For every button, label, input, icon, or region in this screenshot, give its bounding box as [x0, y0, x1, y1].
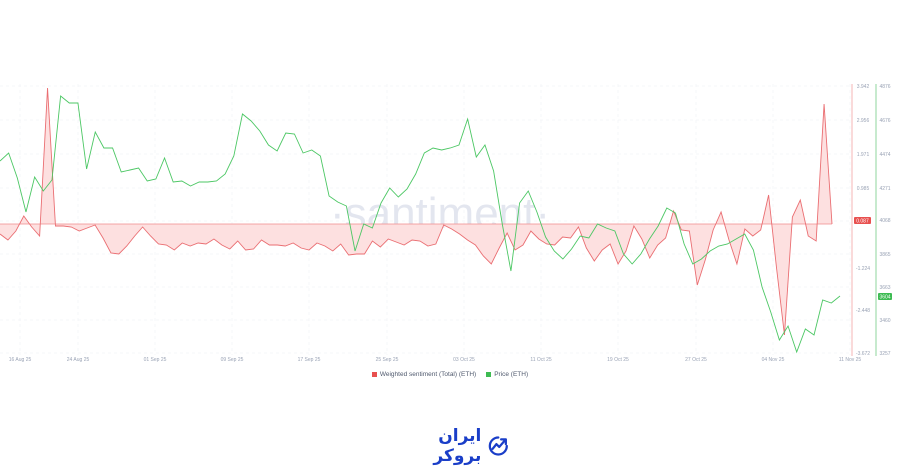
svg-text:-1.224: -1.224 — [856, 266, 870, 272]
svg-text:11 Nov 25: 11 Nov 25 — [839, 357, 862, 363]
price-axis-ticks: 4876 4676 4474 4271 4068 3865 3663 3460 3257 — [879, 84, 890, 357]
svg-text:3460: 3460 — [879, 318, 890, 324]
svg-text:09 Sep 25: 09 Sep 25 — [221, 357, 244, 363]
svg-text:1.971: 1.971 — [857, 152, 870, 158]
svg-text:11 Oct 25: 11 Oct 25 — [530, 357, 552, 363]
grid-lines — [0, 84, 851, 355]
svg-text:17 Sep 25: 17 Sep 25 — [298, 357, 321, 363]
svg-text:3604: 3604 — [879, 295, 890, 301]
svg-text:3257: 3257 — [879, 351, 890, 357]
chart-legend: Weighted sentiment (Total) (ETH) Price (… — [0, 371, 900, 378]
price-value-badge: 3604 — [878, 293, 892, 301]
svg-text:03 Oct 25: 03 Oct 25 — [453, 357, 475, 363]
svg-text:0.985: 0.985 — [857, 186, 870, 192]
trend-chart-icon — [489, 436, 509, 456]
svg-text:4474: 4474 — [879, 152, 890, 158]
svg-text:19 Oct 25: 19 Oct 25 — [607, 357, 629, 363]
svg-text:-3.672: -3.672 — [856, 351, 870, 357]
svg-text:3.942: 3.942 — [857, 84, 870, 90]
logo-text: ایران بروکر — [433, 426, 482, 466]
svg-text:27 Oct 25: 27 Oct 25 — [685, 357, 707, 363]
svg-text:4068: 4068 — [879, 218, 890, 224]
svg-text:2.956: 2.956 — [857, 118, 870, 124]
svg-text:24 Aug 25: 24 Aug 25 — [67, 357, 90, 363]
svg-text:4271: 4271 — [879, 186, 890, 192]
svg-text:16 Aug 25: 16 Aug 25 — [9, 357, 32, 363]
price-line — [0, 95, 841, 354]
legend-label-price: Price (ETH) — [494, 371, 529, 378]
svg-text:01 Sep 25: 01 Sep 25 — [144, 357, 167, 363]
price-swatch-icon — [486, 372, 492, 377]
svg-text:0.087: 0.087 — [856, 219, 869, 225]
legend-label-sentiment: Weighted sentiment (Total) (ETH) — [379, 371, 477, 378]
sentiment-swatch-icon — [371, 372, 377, 377]
svg-text:3663: 3663 — [879, 285, 890, 291]
sentiment-line — [0, 87, 833, 336]
svg-text:04 Nov 25: 04 Nov 25 — [762, 357, 785, 363]
iranbroker-logo: ایران بروکر — [390, 426, 510, 466]
svg-text:3865: 3865 — [879, 252, 890, 258]
legend-item-price[interactable]: Price (ETH) — [486, 371, 528, 378]
sentiment-axis-ticks: 3.942 2.956 1.971 0.985 -1.224 -2.448 -3.672 — [856, 84, 870, 357]
svg-text:25 Sep 25: 25 Sep 25 — [376, 357, 399, 363]
svg-text:4676: 4676 — [879, 118, 890, 124]
legend-item-sentiment[interactable]: Weighted sentiment (Total) (ETH) — [371, 371, 477, 378]
svg-text:4876: 4876 — [879, 84, 890, 90]
sentiment-value-badge: 0.087 — [854, 217, 871, 225]
x-axis-ticks: 16 Aug 25 24 Aug 25 01 Sep 25 09 Sep 25 17 S… — [9, 357, 862, 363]
svg-text:-2.448: -2.448 — [856, 308, 870, 314]
